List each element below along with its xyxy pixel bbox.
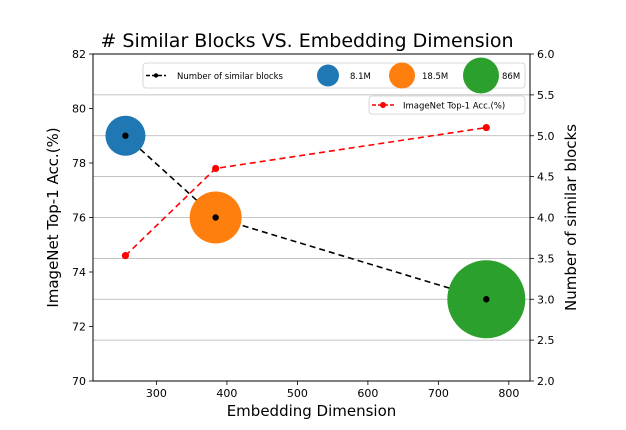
legend-blocks-and-size: Number of similar blocks 8.1M 18.5M 86M <box>142 57 526 94</box>
legend-bubble-18.5M <box>389 62 415 89</box>
right-y-axis-label: Number of similar blocks <box>562 124 580 311</box>
legend-bubble-label: 18.5M <box>422 72 448 82</box>
x-tick-label: 800 <box>498 387 519 400</box>
legend-bubble-86M <box>463 57 499 94</box>
series-point <box>121 252 130 260</box>
right-y-tick-label: 6.0 <box>537 48 555 61</box>
series-point <box>212 214 219 221</box>
legend-bubble-label: 86M <box>502 72 520 82</box>
left-y-tick-label: 72 <box>72 321 86 334</box>
right-y-tick-label: 5.5 <box>537 89 555 102</box>
right-y-tick-label: 4.5 <box>537 171 555 184</box>
legend-bubble-8.1M <box>317 64 339 87</box>
right-y-tick-label: 3.0 <box>537 293 555 306</box>
x-tick-label: 700 <box>428 387 449 400</box>
legend-accuracy: ImageNet Top-1 Acc.(%) <box>368 95 526 115</box>
left-y-axis-label: ImageNet Top-1 Acc.(%) <box>44 127 62 307</box>
x-tick-label: 400 <box>216 387 237 400</box>
x-axis-ticks: 300 400 500 600 700 800 <box>146 381 519 400</box>
legend-label-accuracy: ImageNet Top-1 Acc.(%) <box>403 102 505 112</box>
legend-frame <box>368 95 526 115</box>
legend-bubble-label: 8.1M <box>350 72 371 82</box>
series-points <box>121 123 490 303</box>
right-y-tick-label: 2.5 <box>537 334 555 347</box>
bubble-markers <box>105 115 526 339</box>
right-y-tick-label: 3.5 <box>537 252 555 265</box>
left-y-tick-label: 76 <box>72 212 86 225</box>
x-tick-label: 600 <box>357 387 378 400</box>
legend-marker-blocks <box>153 73 159 78</box>
left-y-tick-label: 82 <box>72 48 86 61</box>
left-y-tick-label: 70 <box>72 375 86 388</box>
left-y-tick-label: 74 <box>72 266 86 279</box>
series-line-1 <box>124 126 487 257</box>
x-tick-label: 500 <box>287 387 308 400</box>
left-y-axis-ticks: 70 72 74 76 78 80 82 <box>72 48 93 388</box>
right-y-axis-ticks: 2.0 2.5 3.0 3.5 4.0 4.5 5.0 5.5 6.0 <box>530 48 555 388</box>
right-y-tick-label: 5.0 <box>537 130 555 143</box>
series-lines <box>124 126 487 301</box>
left-y-tick-label: 78 <box>72 157 86 170</box>
series-point <box>482 123 490 132</box>
chart-title: # Similar Blocks VS. Embedding Dimension <box>100 30 513 52</box>
right-y-tick-label: 4.0 <box>537 212 555 225</box>
series-point <box>122 132 129 139</box>
right-y-tick-label: 2.0 <box>537 375 555 388</box>
x-axis-label: Embedding Dimension <box>227 402 397 420</box>
legend-label-blocks: Number of similar blocks <box>177 72 283 82</box>
series-point <box>212 164 220 173</box>
x-tick-label: 300 <box>146 387 167 400</box>
series-point <box>483 296 490 303</box>
legend-marker-accuracy <box>380 102 386 108</box>
left-y-tick-label: 80 <box>72 103 86 116</box>
